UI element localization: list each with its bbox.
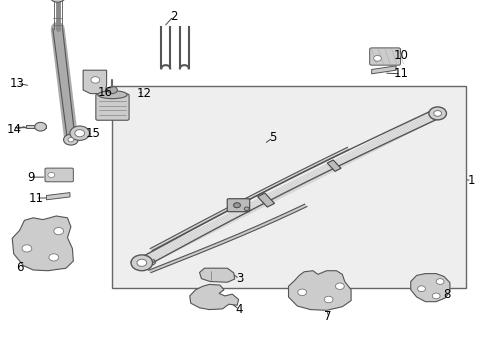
Text: 3: 3 xyxy=(235,273,243,285)
Circle shape xyxy=(50,0,65,2)
Text: 6: 6 xyxy=(16,261,23,274)
Bar xyxy=(326,160,340,171)
Circle shape xyxy=(431,293,439,299)
Polygon shape xyxy=(288,271,350,310)
Text: 14: 14 xyxy=(7,123,22,136)
Ellipse shape xyxy=(98,91,127,99)
Circle shape xyxy=(22,245,32,252)
Polygon shape xyxy=(189,284,238,310)
Text: 11: 11 xyxy=(393,67,407,80)
Circle shape xyxy=(35,122,46,131)
Circle shape xyxy=(324,296,332,303)
Text: 8: 8 xyxy=(443,288,450,301)
Text: 1: 1 xyxy=(467,174,475,186)
Circle shape xyxy=(137,259,146,266)
Circle shape xyxy=(107,86,117,94)
Polygon shape xyxy=(12,216,73,271)
Circle shape xyxy=(428,107,446,120)
Polygon shape xyxy=(371,66,395,74)
Polygon shape xyxy=(199,268,234,282)
Bar xyxy=(257,193,274,207)
Circle shape xyxy=(373,55,381,61)
Text: 12: 12 xyxy=(137,87,151,100)
Circle shape xyxy=(70,126,89,140)
FancyBboxPatch shape xyxy=(369,48,400,65)
Circle shape xyxy=(335,283,344,289)
Text: 15: 15 xyxy=(85,127,100,140)
FancyBboxPatch shape xyxy=(227,199,249,212)
Circle shape xyxy=(435,279,443,284)
Polygon shape xyxy=(410,274,449,302)
Circle shape xyxy=(417,286,425,292)
Bar xyxy=(112,86,465,288)
Circle shape xyxy=(68,138,74,142)
Circle shape xyxy=(244,207,249,211)
Circle shape xyxy=(48,172,55,177)
Text: 5: 5 xyxy=(268,131,276,144)
Text: 7: 7 xyxy=(323,310,331,323)
Circle shape xyxy=(433,111,441,116)
Polygon shape xyxy=(46,193,70,200)
Bar xyxy=(26,125,46,128)
Circle shape xyxy=(49,254,59,261)
Circle shape xyxy=(63,134,78,145)
FancyBboxPatch shape xyxy=(96,94,129,120)
Text: 10: 10 xyxy=(393,49,407,62)
Circle shape xyxy=(75,130,84,137)
Text: 13: 13 xyxy=(10,77,24,90)
Circle shape xyxy=(131,255,152,271)
Circle shape xyxy=(233,203,240,208)
Text: 16: 16 xyxy=(98,86,113,99)
Polygon shape xyxy=(83,70,106,94)
Circle shape xyxy=(297,289,306,296)
FancyBboxPatch shape xyxy=(45,168,73,182)
Text: 4: 4 xyxy=(235,303,243,316)
Circle shape xyxy=(91,77,100,83)
Circle shape xyxy=(54,228,63,235)
Text: 2: 2 xyxy=(169,10,177,23)
Text: 9: 9 xyxy=(27,171,35,184)
Text: 11: 11 xyxy=(28,192,43,204)
